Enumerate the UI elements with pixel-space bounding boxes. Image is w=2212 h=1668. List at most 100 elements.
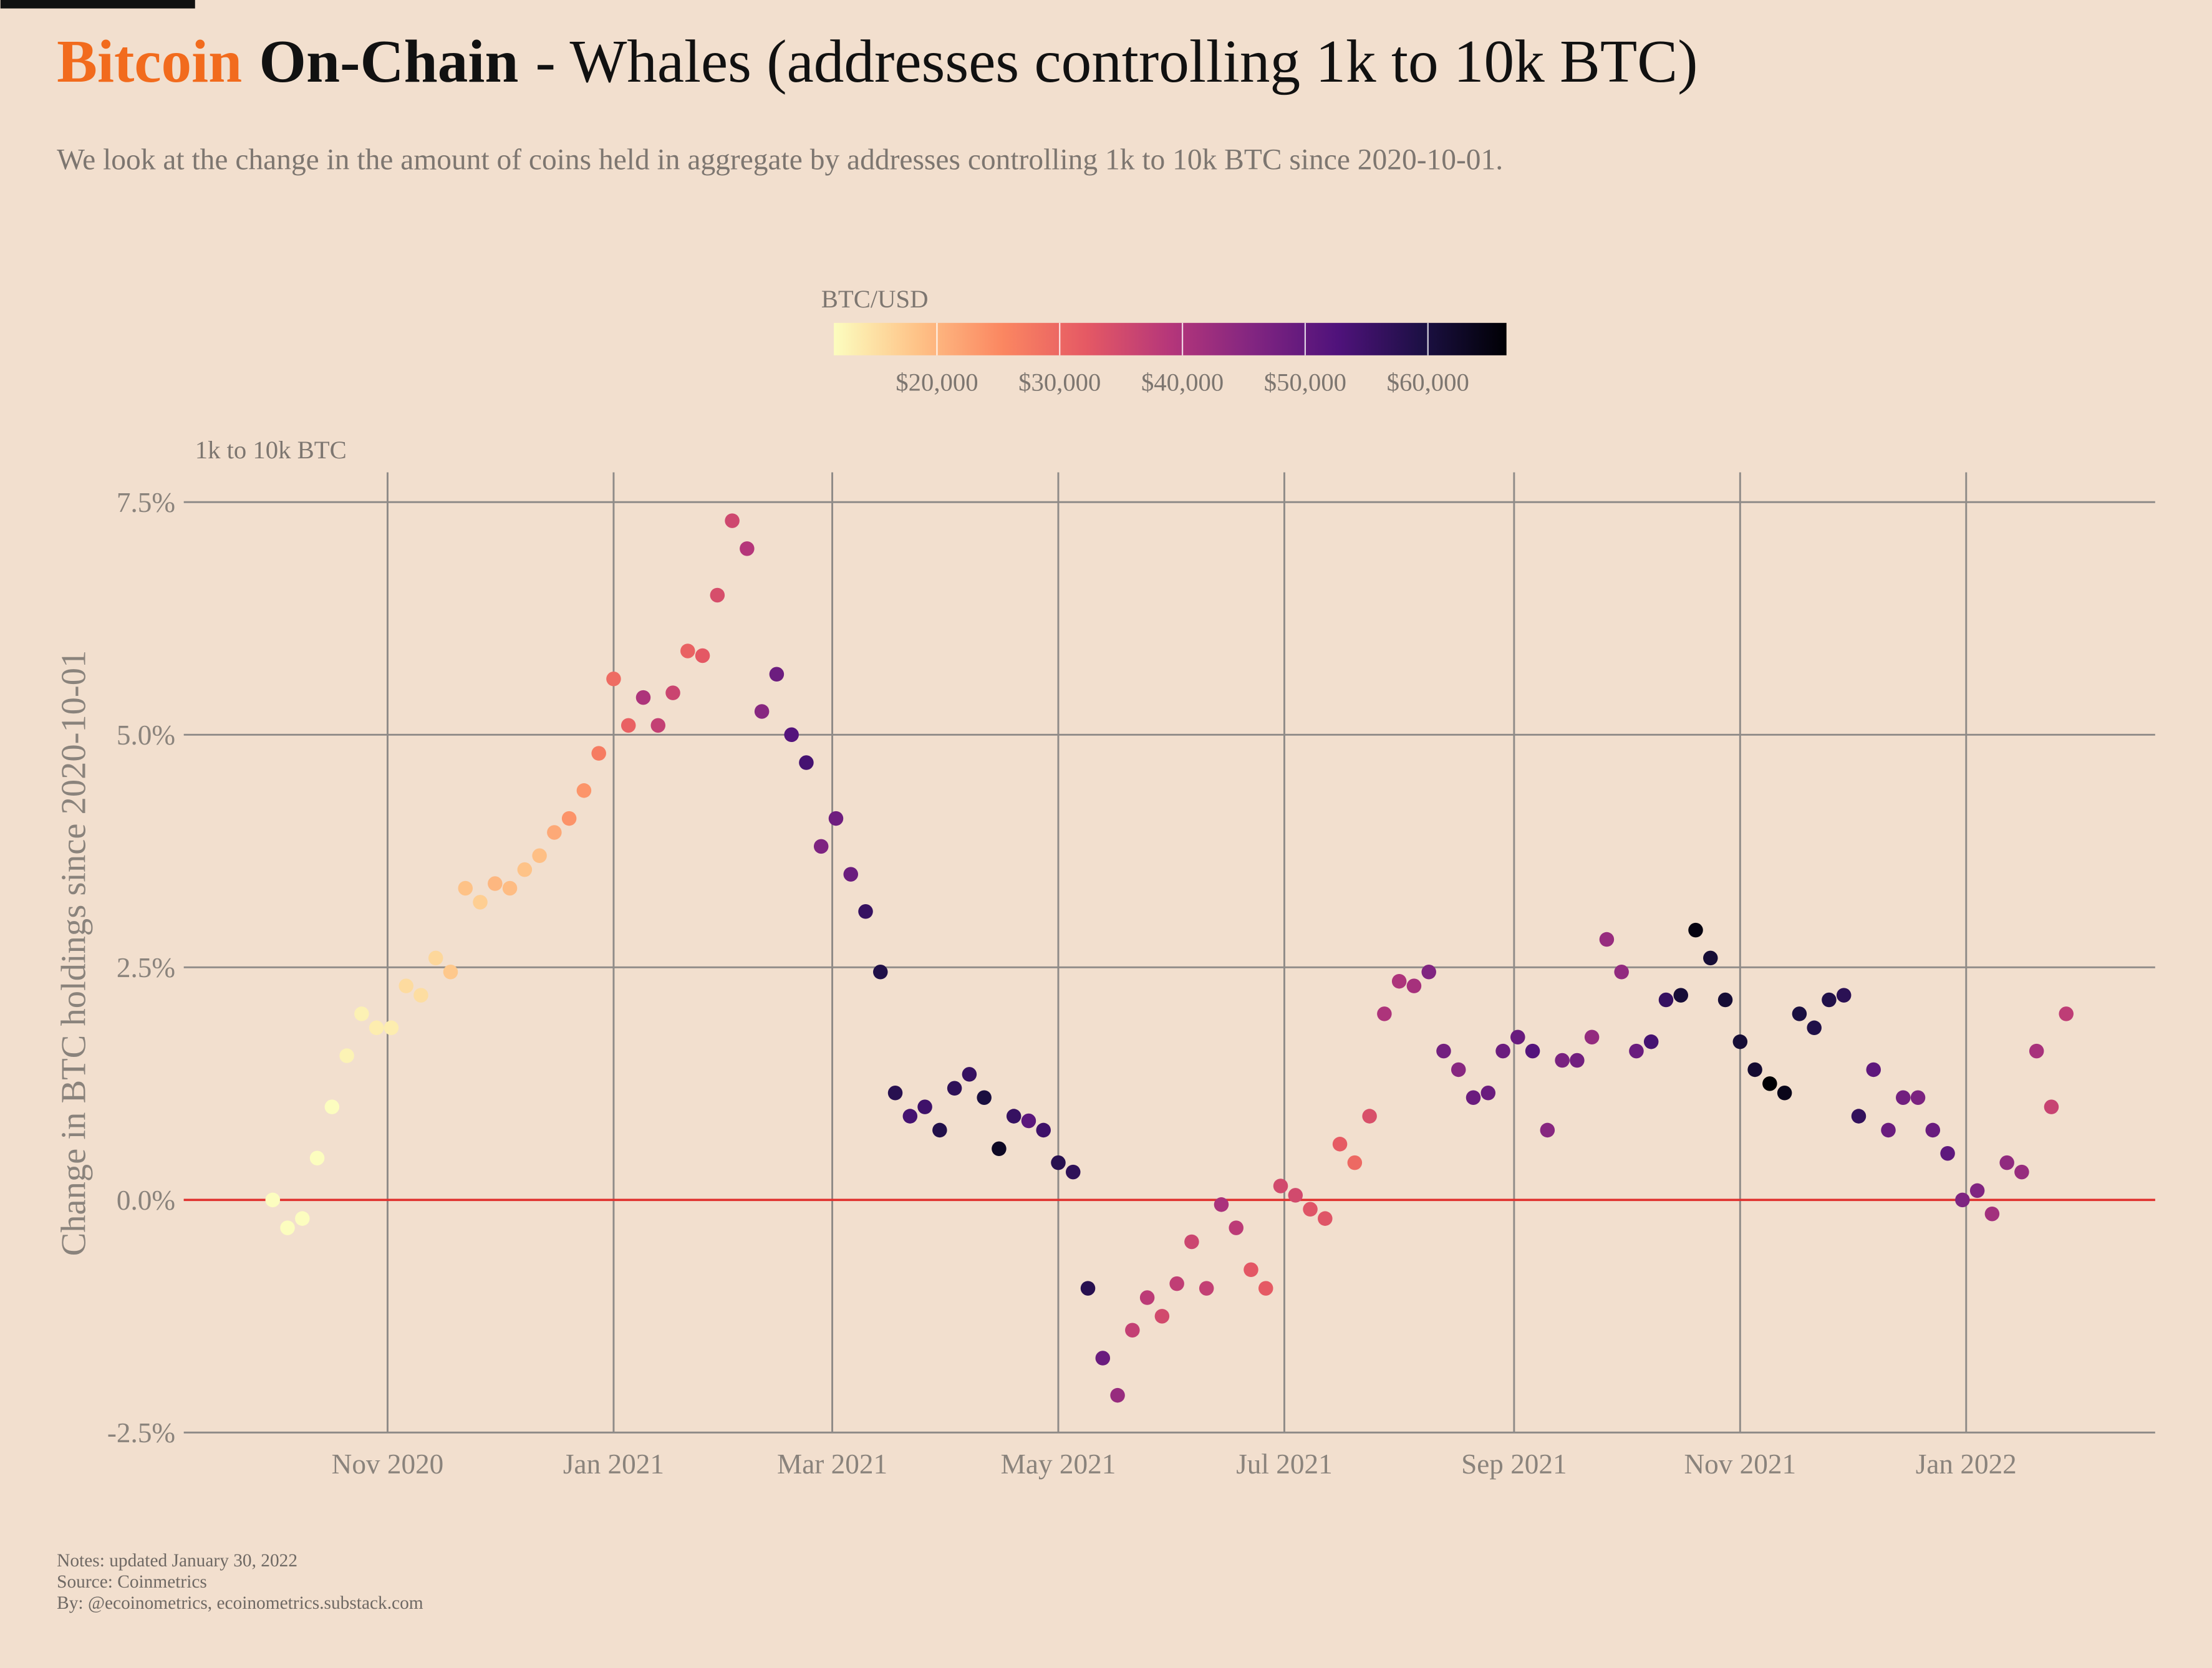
- x-tick-label: Jul 2021: [1236, 1449, 1333, 1480]
- point: [591, 746, 606, 761]
- point: [265, 1192, 281, 1208]
- point: [1347, 1155, 1363, 1170]
- point: [887, 1085, 903, 1101]
- x-tick-label: Mar 2021: [777, 1449, 887, 1480]
- point: [1406, 978, 1422, 993]
- title-section: On-Chain: [259, 28, 518, 95]
- point: [1080, 1281, 1096, 1296]
- point: [1925, 1122, 1941, 1138]
- point: [1184, 1234, 1199, 1250]
- point: [1822, 992, 1837, 1008]
- point: [680, 644, 695, 658]
- point: [502, 880, 518, 896]
- point: [458, 880, 473, 896]
- chart-title: Bitcoin On-Chain - Whales (addresses contr…: [57, 28, 1698, 95]
- point: [2014, 1164, 2029, 1180]
- point: [1836, 988, 1852, 1003]
- colorbar-tick-label: $50,000: [1264, 368, 1346, 396]
- point: [2029, 1043, 2044, 1059]
- point: [695, 648, 710, 663]
- point: [1006, 1109, 1021, 1124]
- point: [665, 685, 680, 700]
- point: [1851, 1109, 1867, 1124]
- point: [488, 876, 503, 891]
- point: [1673, 988, 1689, 1003]
- point: [1169, 1276, 1184, 1291]
- point: [1688, 922, 1703, 938]
- point: [473, 895, 488, 910]
- colorbar-tick-label: $60,000: [1387, 368, 1469, 396]
- point: [1139, 1290, 1155, 1305]
- title-brand: Bitcoin: [57, 28, 242, 95]
- note: By: @ecoinometrics, ecoinometrics.substa…: [57, 1593, 423, 1613]
- point: [1214, 1197, 1229, 1212]
- point: [1110, 1387, 1125, 1403]
- point: [769, 667, 785, 682]
- point: [902, 1109, 918, 1124]
- point: [1525, 1043, 1540, 1059]
- point: [1229, 1220, 1244, 1235]
- point: [295, 1211, 310, 1226]
- x-tick-label: Nov 2020: [332, 1449, 444, 1480]
- point: [1777, 1085, 1792, 1101]
- point: [1999, 1155, 2014, 1170]
- point: [813, 839, 829, 854]
- point: [443, 965, 458, 980]
- point: [917, 1099, 932, 1114]
- point: [1199, 1281, 1214, 1296]
- point: [754, 704, 770, 719]
- point: [1451, 1062, 1466, 1077]
- point: [1332, 1137, 1348, 1152]
- point: [650, 718, 666, 733]
- point: [1036, 1122, 1051, 1138]
- point: [1881, 1122, 1896, 1138]
- y-tick-label: 2.5%: [117, 952, 175, 983]
- point: [828, 811, 844, 826]
- point: [977, 1090, 992, 1105]
- point: [384, 1020, 399, 1036]
- point: [576, 783, 592, 798]
- point: [1629, 1043, 1644, 1059]
- point: [1969, 1183, 1985, 1198]
- point: [799, 755, 814, 770]
- point: [1866, 1062, 1881, 1077]
- colorbar-tick-label: $40,000: [1141, 368, 1224, 396]
- point: [947, 1081, 962, 1096]
- colorbar: [834, 322, 1507, 355]
- point: [1807, 1020, 1822, 1036]
- point: [339, 1048, 354, 1063]
- point: [1584, 1029, 1600, 1044]
- point: [1495, 1043, 1510, 1059]
- point: [1940, 1145, 1955, 1161]
- point: [1955, 1192, 1970, 1208]
- point: [1910, 1090, 1926, 1105]
- colorbar-title: BTC/USD: [821, 285, 929, 313]
- y-tick-label: 7.5%: [117, 487, 175, 518]
- y-tick-label: 5.0%: [117, 720, 175, 751]
- point: [1273, 1179, 1288, 1193]
- point: [606, 671, 621, 687]
- point: [1762, 1076, 1777, 1091]
- point: [1570, 1053, 1585, 1068]
- point: [843, 867, 858, 882]
- point: [635, 690, 651, 705]
- point: [2059, 1006, 2074, 1021]
- point: [532, 848, 547, 864]
- point: [1258, 1281, 1273, 1296]
- point: [621, 718, 636, 733]
- point: [1021, 1113, 1036, 1129]
- point: [1466, 1090, 1481, 1105]
- point: [354, 1006, 369, 1021]
- point: [784, 727, 799, 743]
- x-tick-label: Nov 2021: [1684, 1449, 1797, 1480]
- point: [1318, 1211, 1333, 1226]
- point: [932, 1122, 947, 1138]
- point: [428, 950, 443, 966]
- point: [280, 1220, 295, 1235]
- point: [740, 541, 755, 556]
- point: [1480, 1085, 1496, 1101]
- point: [962, 1067, 977, 1082]
